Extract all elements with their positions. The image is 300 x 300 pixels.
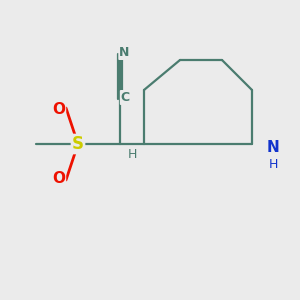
Text: N: N — [267, 140, 279, 154]
Text: N: N — [119, 46, 130, 59]
Text: H: H — [127, 148, 137, 161]
Text: C: C — [121, 91, 130, 104]
Text: O: O — [52, 102, 65, 117]
Text: H: H — [268, 158, 278, 172]
Text: S: S — [72, 135, 84, 153]
Text: O: O — [52, 171, 65, 186]
